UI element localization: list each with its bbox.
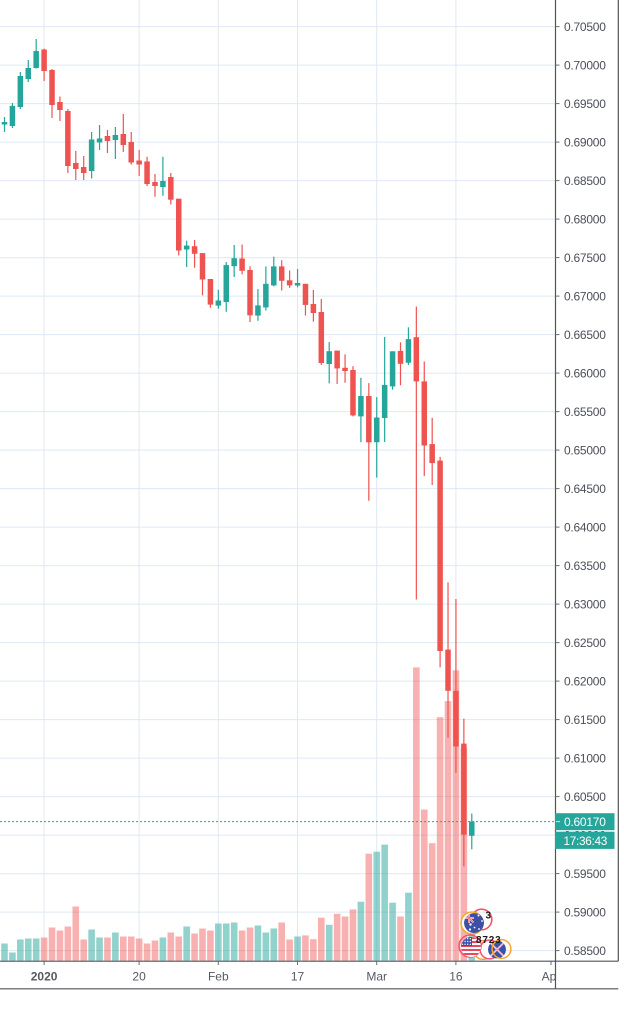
svg-text:0.58500: 0.58500 (564, 944, 606, 958)
svg-text:0.60500: 0.60500 (564, 790, 606, 804)
svg-text:0.69500: 0.69500 (564, 97, 606, 111)
svg-text:8723: 8723 (476, 935, 501, 946)
svg-text:0.70000: 0.70000 (564, 58, 606, 72)
svg-text:2020: 2020 (31, 970, 58, 984)
svg-text:0.64000: 0.64000 (564, 520, 606, 534)
svg-text:16: 16 (449, 970, 463, 984)
svg-text:0.63000: 0.63000 (564, 597, 606, 611)
svg-text:Mar: Mar (366, 970, 387, 984)
svg-text:0.70500: 0.70500 (564, 20, 606, 34)
svg-text:0.68500: 0.68500 (564, 174, 606, 188)
svg-text:0.65500: 0.65500 (564, 405, 606, 419)
svg-text:0.66500: 0.66500 (564, 328, 606, 342)
svg-text:0.59000: 0.59000 (564, 905, 606, 919)
svg-text:0.69000: 0.69000 (564, 135, 606, 149)
svg-text:20: 20 (132, 970, 146, 984)
svg-text:0.65000: 0.65000 (564, 443, 606, 457)
svg-text:0.62000: 0.62000 (564, 674, 606, 688)
svg-text:0.61000: 0.61000 (564, 751, 606, 765)
svg-text:17: 17 (291, 970, 305, 984)
svg-text:0.68000: 0.68000 (564, 212, 606, 226)
svg-text:0.66000: 0.66000 (564, 366, 606, 380)
svg-text:3: 3 (486, 911, 492, 922)
svg-text:0.64500: 0.64500 (564, 482, 606, 496)
svg-text:0.63500: 0.63500 (564, 559, 606, 573)
svg-text:Feb: Feb (208, 970, 229, 984)
svg-text:0.62500: 0.62500 (564, 636, 606, 650)
svg-text:0.61500: 0.61500 (564, 713, 606, 727)
svg-text:0.67000: 0.67000 (564, 289, 606, 303)
svg-text:0.59500: 0.59500 (564, 867, 606, 881)
svg-text:0.67500: 0.67500 (564, 251, 606, 265)
svg-text:17:36:43: 17:36:43 (564, 834, 608, 848)
svg-text:0.60170: 0.60170 (564, 815, 606, 829)
